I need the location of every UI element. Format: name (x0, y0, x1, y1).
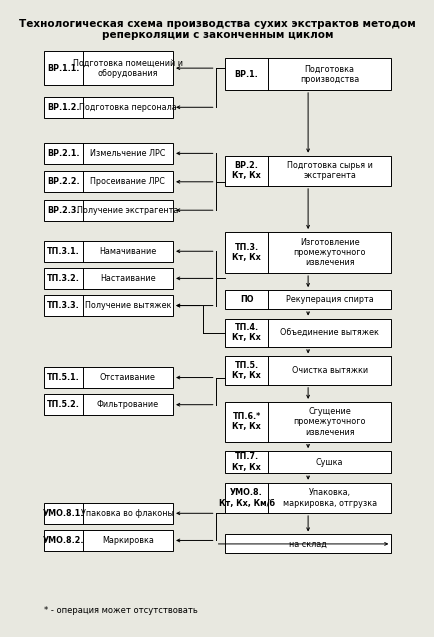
Text: Рекуперация спирта: Рекуперация спирта (285, 295, 373, 304)
Bar (43, 503, 173, 524)
Text: ВР.2.1.: ВР.2.1. (47, 149, 79, 158)
Bar (224, 59, 391, 90)
Text: Настаивание: Настаивание (100, 274, 155, 283)
Text: ТП.6.*
Кт, Кх: ТП.6.* Кт, Кх (232, 412, 260, 431)
Text: ТП.3.2.: ТП.3.2. (46, 274, 79, 283)
Bar (43, 143, 173, 164)
Bar (43, 268, 173, 289)
Bar (43, 52, 173, 85)
Bar (43, 530, 173, 551)
Text: Маркировка: Маркировка (102, 536, 153, 545)
Text: ВР.2.3.: ВР.2.3. (47, 206, 79, 215)
Text: * - операция может отсутствовать: * - операция может отсутствовать (43, 606, 197, 615)
Bar (43, 241, 173, 262)
Text: Подготовка
производства: Подготовка производства (299, 64, 358, 84)
Bar (224, 451, 391, 473)
Text: Технологическая схема производства сухих экстрактов методом
реперколяции с закон: Технологическая схема производства сухих… (19, 18, 415, 40)
Text: ПО: ПО (239, 295, 253, 304)
Bar (224, 356, 391, 385)
Text: ТП.5.
Кт, Кх: ТП.5. Кт, Кх (232, 361, 260, 380)
Text: Получение вытяжек: Получение вытяжек (85, 301, 171, 310)
Bar (43, 171, 173, 192)
Text: Отстаивание: Отстаивание (100, 373, 155, 382)
Text: ТП.3.1.: ТП.3.1. (46, 247, 79, 255)
Bar (224, 483, 391, 513)
Bar (224, 155, 391, 186)
Bar (224, 534, 391, 554)
Bar (43, 200, 173, 220)
Bar (43, 394, 173, 415)
Text: Сушка: Сушка (315, 457, 343, 467)
Text: Фильтрование: Фильтрование (96, 400, 158, 409)
Text: ТП.3.
Кт, Кх: ТП.3. Кт, Кх (232, 243, 260, 262)
Text: УМО.8.
Кт, Кх, Км/б: УМО.8. Кт, Кх, Км/б (218, 488, 274, 508)
Text: ВР.1.1.: ВР.1.1. (47, 64, 79, 73)
Text: Просеивание ЛРС: Просеивание ЛРС (90, 177, 165, 186)
Text: Подготовка помещений и
оборудования: Подготовка помещений и оборудования (72, 59, 182, 78)
Text: на склад: на склад (289, 540, 326, 548)
Text: УМО.8.2.: УМО.8.2. (42, 536, 84, 545)
Text: Изготовление
промежуточного
извлечения: Изготовление промежуточного извлечения (293, 238, 365, 268)
Text: Сгущение
промежуточного
извлечения: Сгущение промежуточного извлечения (293, 407, 365, 436)
Bar (224, 318, 391, 347)
Text: Объединение вытяжек: Объединение вытяжек (279, 328, 378, 337)
Text: ТП.7.
Кт, Кх: ТП.7. Кт, Кх (232, 452, 260, 472)
Text: ТП.5.2.: ТП.5.2. (46, 400, 79, 409)
Text: ТП.3.3.: ТП.3.3. (46, 301, 79, 310)
Text: Измельчение ЛРС: Измельчение ЛРС (90, 149, 165, 158)
Text: ВР.2.
Кт, Кх: ВР.2. Кт, Кх (232, 161, 260, 180)
Text: Подготовка сырья и
экстрагента: Подготовка сырья и экстрагента (286, 161, 372, 180)
Text: ТП.5.1.: ТП.5.1. (46, 373, 79, 382)
Text: ТП.4.
Кт, Кх: ТП.4. Кт, Кх (232, 323, 260, 343)
Text: ВР.1.2.: ВР.1.2. (47, 103, 79, 111)
Bar (43, 97, 173, 118)
Bar (224, 290, 391, 309)
Bar (224, 232, 391, 273)
Text: УМО.8.1.: УМО.8.1. (43, 509, 84, 518)
Text: Получение экстрагента: Получение экстрагента (77, 206, 178, 215)
Bar (224, 402, 391, 441)
Bar (43, 295, 173, 316)
Text: ВР.1.: ВР.1. (234, 69, 258, 78)
Text: Очистка вытяжки: Очистка вытяжки (291, 366, 367, 375)
Text: Намачивание: Намачивание (99, 247, 156, 255)
Text: Подготовка персонала: Подготовка персонала (79, 103, 176, 111)
Bar (43, 367, 173, 388)
Text: Упаковка,
маркировка, отгрузка: Упаковка, маркировка, отгрузка (282, 488, 376, 508)
Text: ВР.2.2.: ВР.2.2. (47, 177, 79, 186)
Text: Упаковка во флаконы: Упаковка во флаконы (81, 509, 174, 518)
